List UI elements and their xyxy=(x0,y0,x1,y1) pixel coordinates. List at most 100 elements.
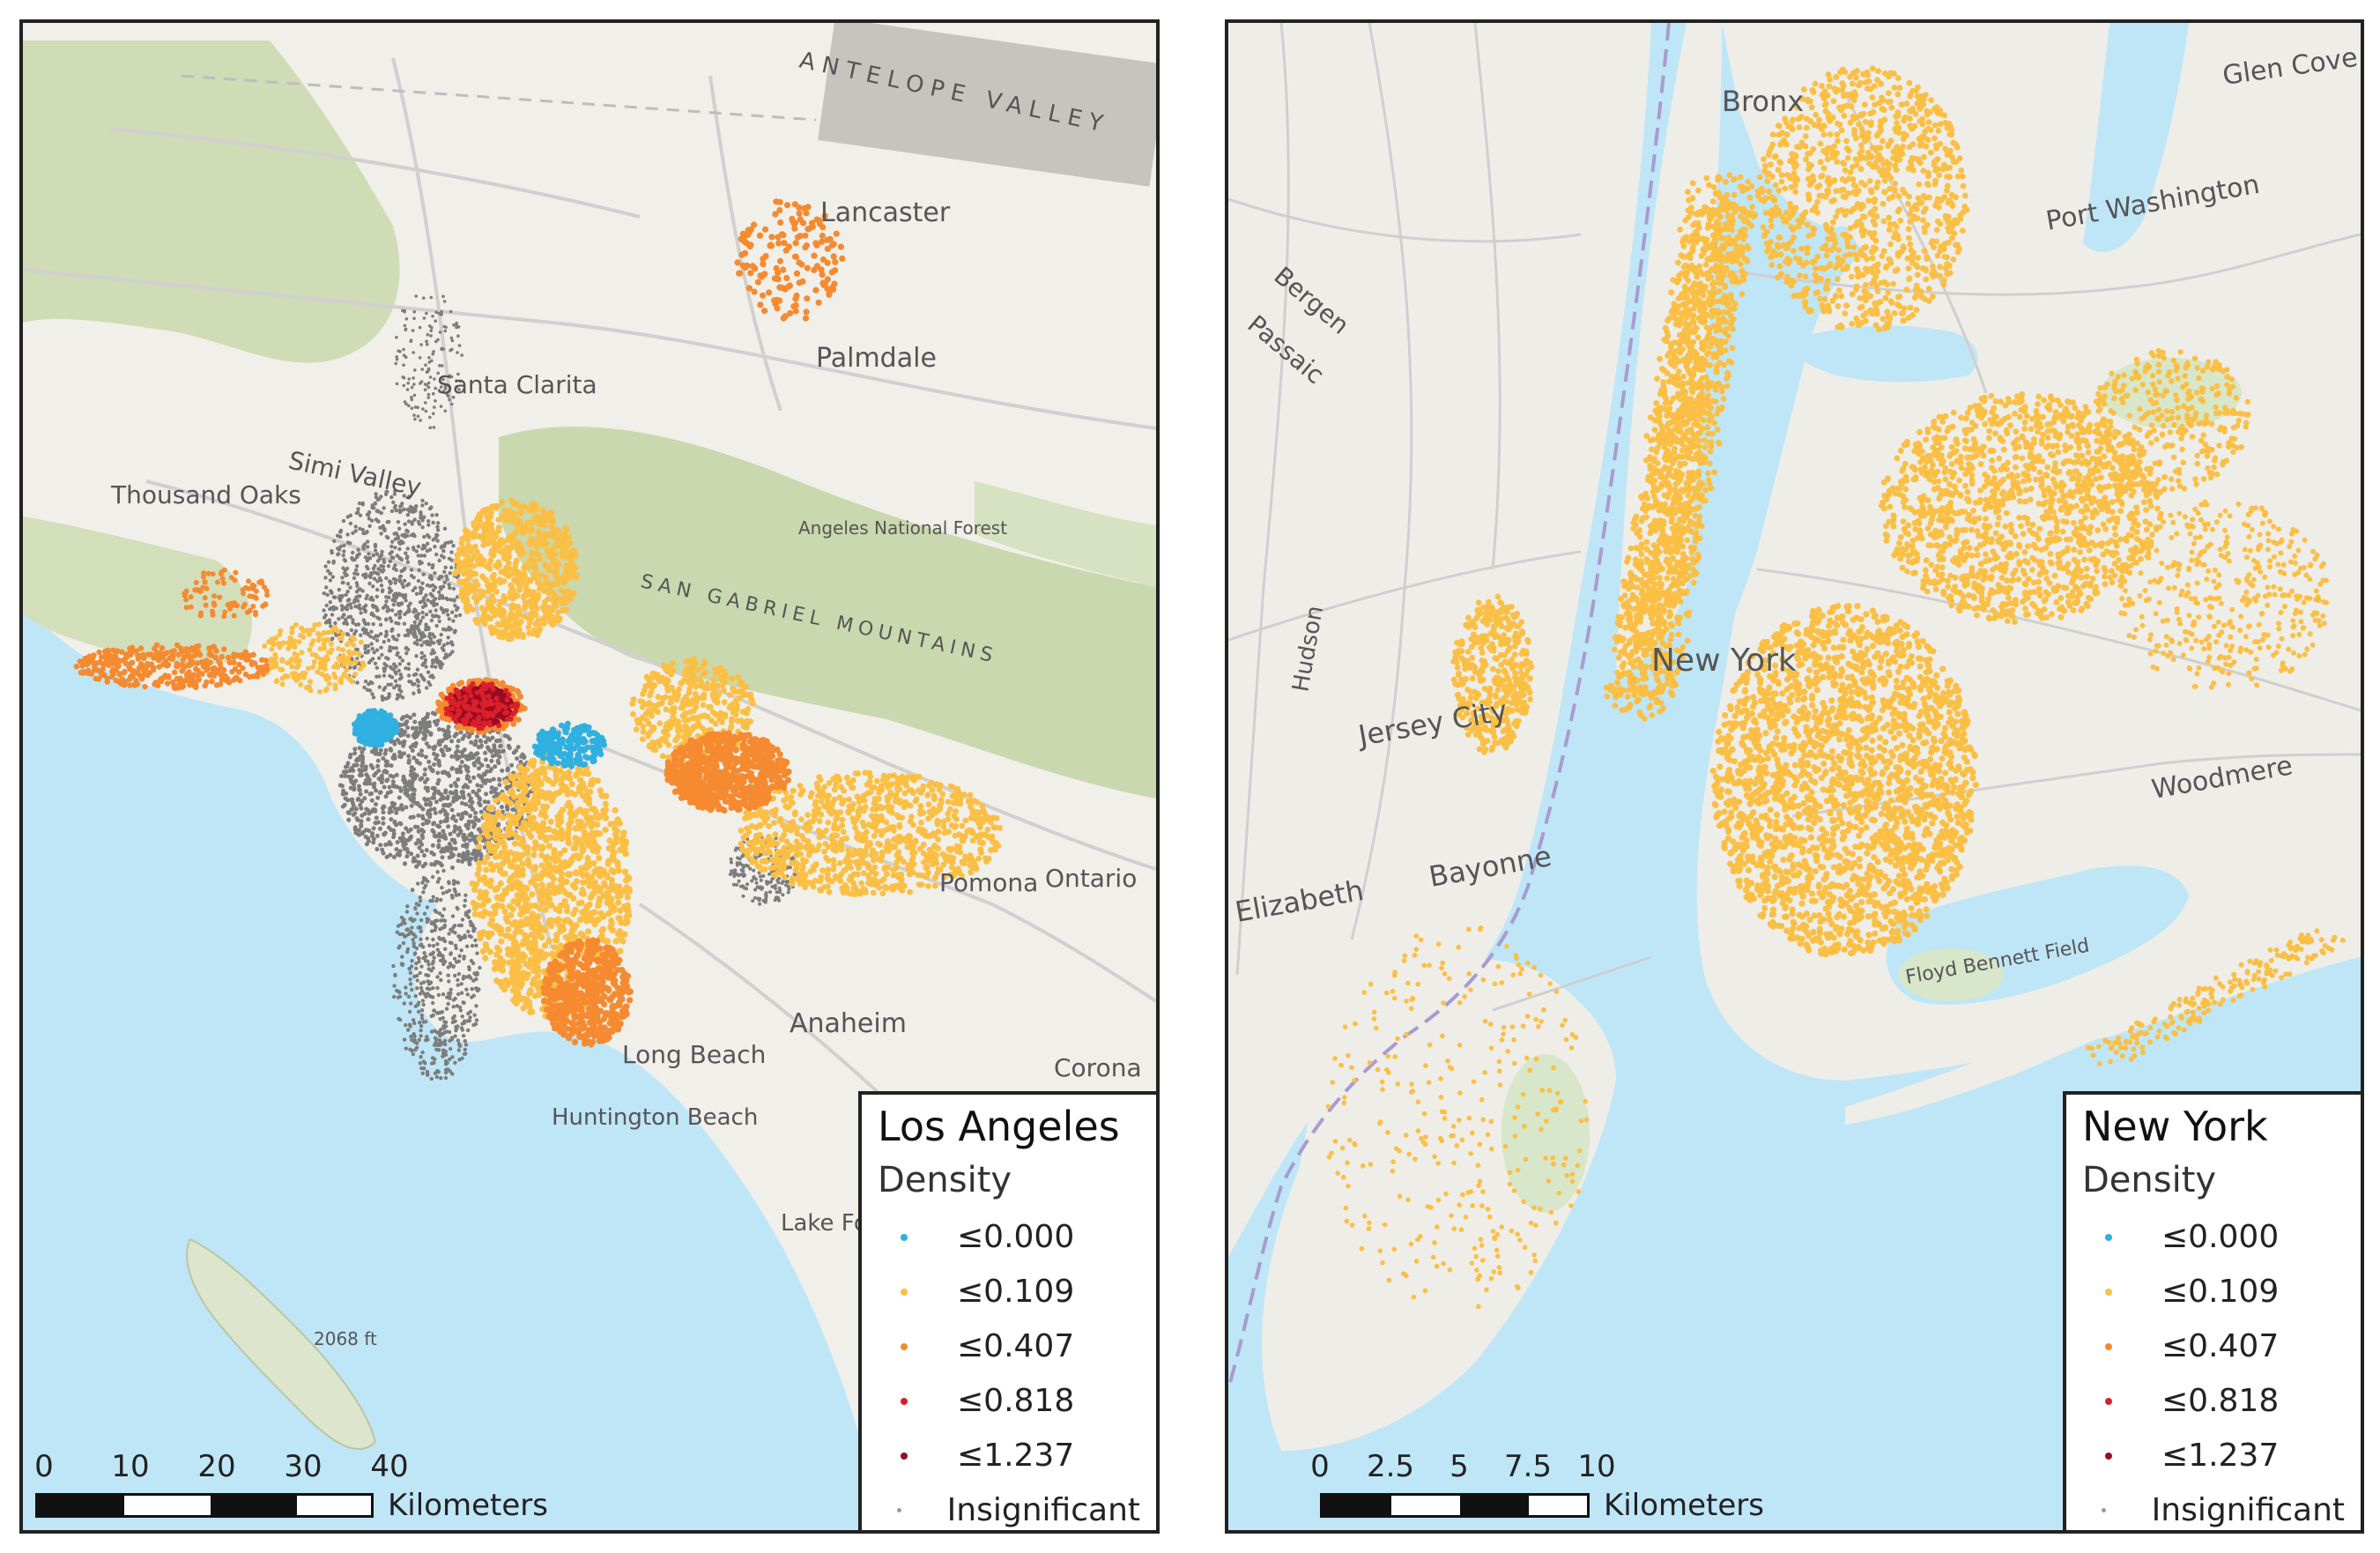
la-point-insignificant xyxy=(415,853,420,858)
la-point-0-109 xyxy=(556,596,563,603)
la-point-insignificant xyxy=(382,751,388,756)
la-point-insignificant xyxy=(332,539,337,544)
la-point-0-109 xyxy=(619,931,627,938)
la-point-insignificant xyxy=(758,902,762,906)
la-point-0-109 xyxy=(527,988,534,995)
la-point-0-109 xyxy=(481,812,489,819)
la-point-insignificant xyxy=(438,937,442,941)
la-point-insignificant xyxy=(420,525,425,530)
la-point-0-109 xyxy=(482,955,489,962)
la-point-insignificant xyxy=(500,805,504,810)
la-point-insignificant xyxy=(468,1009,473,1014)
la-point-0-109 xyxy=(495,516,502,523)
la-point-insignificant xyxy=(359,822,364,828)
la-point-insignificant xyxy=(474,1004,478,1008)
la-point-insignificant xyxy=(756,896,760,901)
la-point-insignificant xyxy=(441,846,445,851)
la-point-insignificant xyxy=(405,788,411,793)
la-point-insignificant xyxy=(389,544,394,549)
la-point-insignificant xyxy=(445,577,449,582)
la-point-insignificant xyxy=(402,383,406,388)
la-point-insignificant xyxy=(406,754,411,759)
la-point-insignificant xyxy=(431,658,435,663)
la-point-insignificant xyxy=(474,943,478,948)
la-point-0-109 xyxy=(532,620,539,628)
la-point-insignificant xyxy=(372,650,376,655)
la-point-insignificant xyxy=(456,992,461,997)
la-point-0-109 xyxy=(625,911,632,918)
la-point-insignificant xyxy=(449,336,454,340)
la-point-insignificant xyxy=(363,555,368,560)
la-point-insignificant xyxy=(427,356,431,360)
la-point-insignificant xyxy=(358,526,362,531)
la-point-insignificant xyxy=(359,819,364,824)
la-point-0-109 xyxy=(570,910,577,918)
la-point-insignificant xyxy=(494,791,500,796)
la-point-insignificant xyxy=(409,917,413,921)
la-point-insignificant xyxy=(505,768,510,773)
la-point-insignificant xyxy=(358,594,362,598)
la-point-insignificant xyxy=(422,951,426,955)
la-point-insignificant xyxy=(359,633,363,637)
la-point-insignificant xyxy=(450,1020,456,1025)
la-point-insignificant xyxy=(335,533,340,538)
la-point-insignificant xyxy=(411,588,415,593)
la-point-insignificant xyxy=(424,502,428,506)
la-point-insignificant xyxy=(427,631,433,636)
la-point-0-109 xyxy=(555,576,561,583)
la-point-insignificant xyxy=(388,645,392,650)
la-point-insignificant xyxy=(410,779,415,784)
la-point-insignificant xyxy=(431,746,436,750)
la-point-insignificant xyxy=(446,724,451,730)
la-point-insignificant xyxy=(436,614,441,620)
la-point-0-109 xyxy=(523,846,531,854)
la-point-insignificant xyxy=(393,503,397,509)
la-point-insignificant xyxy=(415,638,419,643)
la-point-0-109 xyxy=(496,947,503,954)
la-point-insignificant xyxy=(432,635,437,639)
la-point-insignificant xyxy=(457,344,462,347)
la-point-insignificant xyxy=(394,613,398,617)
la-point-insignificant xyxy=(425,1035,429,1039)
la-point-insignificant xyxy=(422,296,426,301)
la-point-insignificant xyxy=(402,777,407,782)
la-point-insignificant xyxy=(486,763,491,769)
la-point-0-109 xyxy=(573,575,580,581)
la-point-insignificant xyxy=(437,619,441,623)
la-point-0-109 xyxy=(535,957,542,965)
la-point-insignificant xyxy=(385,762,390,768)
la-point-0-109 xyxy=(540,765,547,772)
la-point-insignificant xyxy=(482,799,487,805)
la-point-insignificant xyxy=(459,923,463,928)
la-point-insignificant xyxy=(374,634,378,638)
la-point-insignificant xyxy=(394,509,398,513)
la-point-insignificant xyxy=(348,585,352,590)
la-point-insignificant xyxy=(361,627,366,631)
la-point-0-109 xyxy=(595,844,602,851)
la-point-insignificant xyxy=(424,848,429,853)
la-point-insignificant xyxy=(353,529,358,533)
la-point-insignificant xyxy=(345,810,351,815)
la-point-0-109 xyxy=(567,810,574,817)
la-point-insignificant xyxy=(419,672,423,678)
la-point-0-109 xyxy=(580,879,587,886)
la-point-insignificant xyxy=(443,541,448,546)
la-point-0-109 xyxy=(505,926,512,933)
la-point-insignificant xyxy=(357,501,362,506)
la-point-insignificant xyxy=(763,900,767,904)
la-point-insignificant xyxy=(431,583,435,588)
la-point-insignificant xyxy=(419,1029,423,1033)
la-point-insignificant xyxy=(515,745,521,750)
la-point-insignificant xyxy=(458,938,463,942)
la-point-insignificant xyxy=(411,938,415,942)
la-point-insignificant xyxy=(337,594,342,598)
la-point-0-109 xyxy=(519,548,526,555)
la-point-insignificant xyxy=(425,339,428,344)
la-point-insignificant xyxy=(348,752,353,757)
la-point-insignificant xyxy=(422,534,426,539)
la-point-insignificant xyxy=(427,980,432,985)
la-point-0-109 xyxy=(592,808,599,815)
la-point-0-109 xyxy=(554,885,561,892)
la-point-insignificant xyxy=(391,756,397,762)
la-point-0-109 xyxy=(559,550,565,556)
